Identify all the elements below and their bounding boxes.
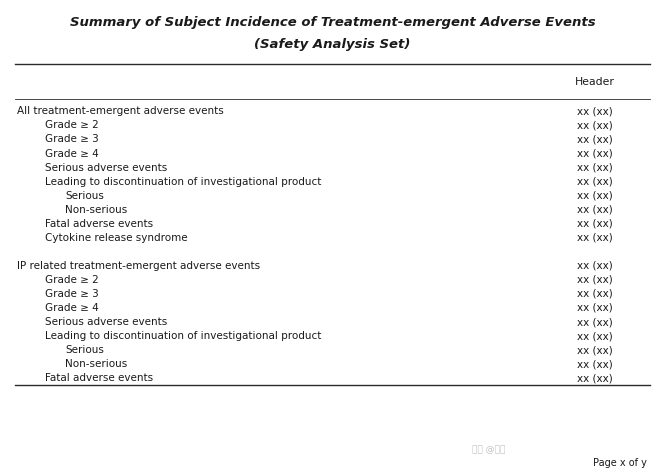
- Text: Fatal adverse events: Fatal adverse events: [45, 218, 154, 229]
- Text: Grade ≥ 3: Grade ≥ 3: [45, 289, 99, 299]
- Text: Page x of y: Page x of y: [593, 457, 646, 468]
- Text: Cytokine release syndrome: Cytokine release syndrome: [45, 233, 188, 243]
- Text: xx (xx): xx (xx): [577, 261, 613, 271]
- Text: Leading to discontinuation of investigational product: Leading to discontinuation of investigat…: [45, 331, 322, 341]
- Text: xx (xx): xx (xx): [577, 275, 613, 285]
- Text: xx (xx): xx (xx): [577, 149, 613, 159]
- Text: Non-serious: Non-serious: [65, 205, 128, 215]
- Text: Serious: Serious: [65, 345, 104, 355]
- Text: Serious adverse events: Serious adverse events: [45, 162, 168, 173]
- Text: Non-serious: Non-serious: [65, 359, 128, 369]
- Text: xx (xx): xx (xx): [577, 205, 613, 215]
- Text: xx (xx): xx (xx): [577, 162, 613, 173]
- Text: Header: Header: [575, 77, 615, 87]
- Text: (Safety Analysis Set): (Safety Analysis Set): [254, 38, 411, 51]
- Text: Fatal adverse events: Fatal adverse events: [45, 373, 154, 383]
- Text: xx (xx): xx (xx): [577, 373, 613, 383]
- Text: Grade ≥ 4: Grade ≥ 4: [45, 149, 99, 159]
- Text: IP related treatment-emergent adverse events: IP related treatment-emergent adverse ev…: [17, 261, 260, 271]
- Text: Summary of Subject Incidence of Treatment-emergent Adverse Events: Summary of Subject Incidence of Treatmen…: [70, 16, 595, 30]
- Text: Serious: Serious: [65, 190, 104, 201]
- Text: xx (xx): xx (xx): [577, 331, 613, 341]
- Text: Grade ≥ 3: Grade ≥ 3: [45, 134, 99, 145]
- Text: All treatment-emergent adverse events: All treatment-emergent adverse events: [17, 106, 223, 117]
- Text: Grade ≥ 4: Grade ≥ 4: [45, 303, 99, 313]
- Text: Grade ≥ 2: Grade ≥ 2: [45, 120, 99, 130]
- Text: xx (xx): xx (xx): [577, 289, 613, 299]
- Text: Serious adverse events: Serious adverse events: [45, 317, 168, 327]
- Text: xx (xx): xx (xx): [577, 177, 613, 187]
- Text: xx (xx): xx (xx): [577, 317, 613, 327]
- Text: Grade ≥ 2: Grade ≥ 2: [45, 275, 99, 285]
- Text: xx (xx): xx (xx): [577, 106, 613, 117]
- Text: xx (xx): xx (xx): [577, 303, 613, 313]
- Text: Leading to discontinuation of investigational product: Leading to discontinuation of investigat…: [45, 177, 322, 187]
- Text: xx (xx): xx (xx): [577, 345, 613, 355]
- Text: xx (xx): xx (xx): [577, 359, 613, 369]
- Text: xx (xx): xx (xx): [577, 190, 613, 201]
- Text: xx (xx): xx (xx): [577, 218, 613, 229]
- Text: xx (xx): xx (xx): [577, 120, 613, 130]
- Text: 知乎 @川河: 知乎 @川河: [472, 446, 505, 454]
- Text: xx (xx): xx (xx): [577, 134, 613, 145]
- Text: xx (xx): xx (xx): [577, 233, 613, 243]
